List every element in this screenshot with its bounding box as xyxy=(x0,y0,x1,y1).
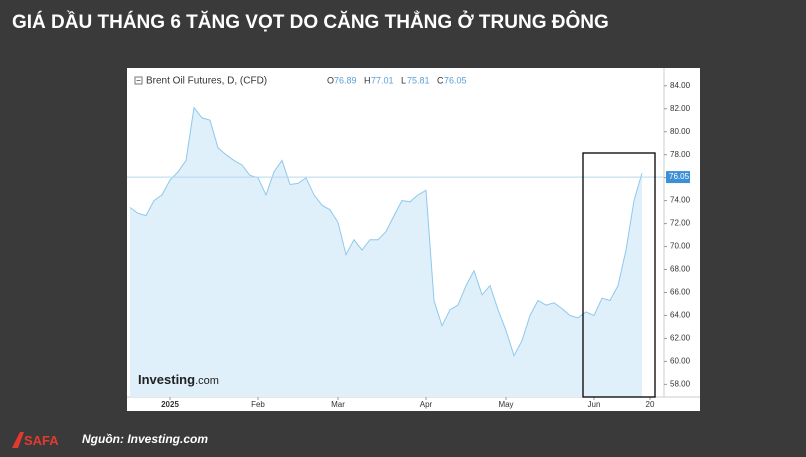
last-price-label: 76.05 xyxy=(669,172,690,181)
y-tick-label: 62.00 xyxy=(670,334,691,343)
y-tick-label: 64.00 xyxy=(670,311,691,320)
x-tick-label: Apr xyxy=(420,400,433,409)
close-label: C xyxy=(437,75,444,85)
y-tick-label: 84.00 xyxy=(670,81,691,90)
x-tick-label: 20 xyxy=(646,400,655,409)
collapse-icon xyxy=(134,76,143,85)
y-tick-label: 74.00 xyxy=(670,196,691,205)
plot: 58.00 60.00 62.00 64.00 66.00 68.00 70.00 72.00… xyxy=(127,81,691,409)
y-tick-label: 68.00 xyxy=(670,265,691,274)
y-tick-label: 66.00 xyxy=(670,288,691,297)
x-tick-label: Mar xyxy=(331,400,345,409)
x-tick-label: Jun xyxy=(588,400,601,409)
y-tick-label: 78.00 xyxy=(670,150,691,159)
watermark-suffix: .com xyxy=(195,375,219,387)
area xyxy=(130,107,642,397)
y-tick-label: 80.00 xyxy=(670,127,691,136)
x-tick-label: 2025 xyxy=(161,400,179,409)
y-tick-label: 72.00 xyxy=(670,219,691,228)
chart-header: Brent Oil Futures, D, (CFD) O 76.89 H 77… xyxy=(134,75,467,87)
y-tick-label: 60.00 xyxy=(670,357,691,366)
symbol-name: Brent Oil Futures, D, (CFD) xyxy=(146,76,267,87)
open-label: O xyxy=(327,75,334,85)
highlight-box xyxy=(582,152,656,398)
source-note: Nguồn: Investing.com xyxy=(82,432,208,446)
y-tick-label: 58.00 xyxy=(670,379,691,388)
watermark-brand: Investing xyxy=(138,372,195,387)
logo-text: SAFA xyxy=(24,433,59,448)
watermark: Investing.com xyxy=(138,372,219,387)
y-tick-label: 82.00 xyxy=(670,104,691,113)
high-label: H xyxy=(364,75,371,85)
logo: SAFA xyxy=(12,432,59,448)
close-value: 76.05 xyxy=(444,75,467,85)
chart: Brent Oil Futures, D, (CFD) O 76.89 H 77… xyxy=(127,68,700,411)
x-tick-label: Feb xyxy=(251,400,265,409)
x-tick-label: May xyxy=(498,400,513,409)
low-value: 75.81 xyxy=(407,75,430,85)
low-label: L xyxy=(401,75,406,85)
line xyxy=(129,106,643,357)
y-tick-label: 70.00 xyxy=(670,242,691,251)
open-value: 76.89 xyxy=(334,75,357,85)
high-value: 77.01 xyxy=(371,75,394,85)
logo-mark xyxy=(12,432,24,448)
slide-title: GIÁ DẦU THÁNG 6 TĂNG VỌT DO CĂNG THẲNG Ở… xyxy=(12,12,609,33)
last-price-box xyxy=(666,171,690,184)
